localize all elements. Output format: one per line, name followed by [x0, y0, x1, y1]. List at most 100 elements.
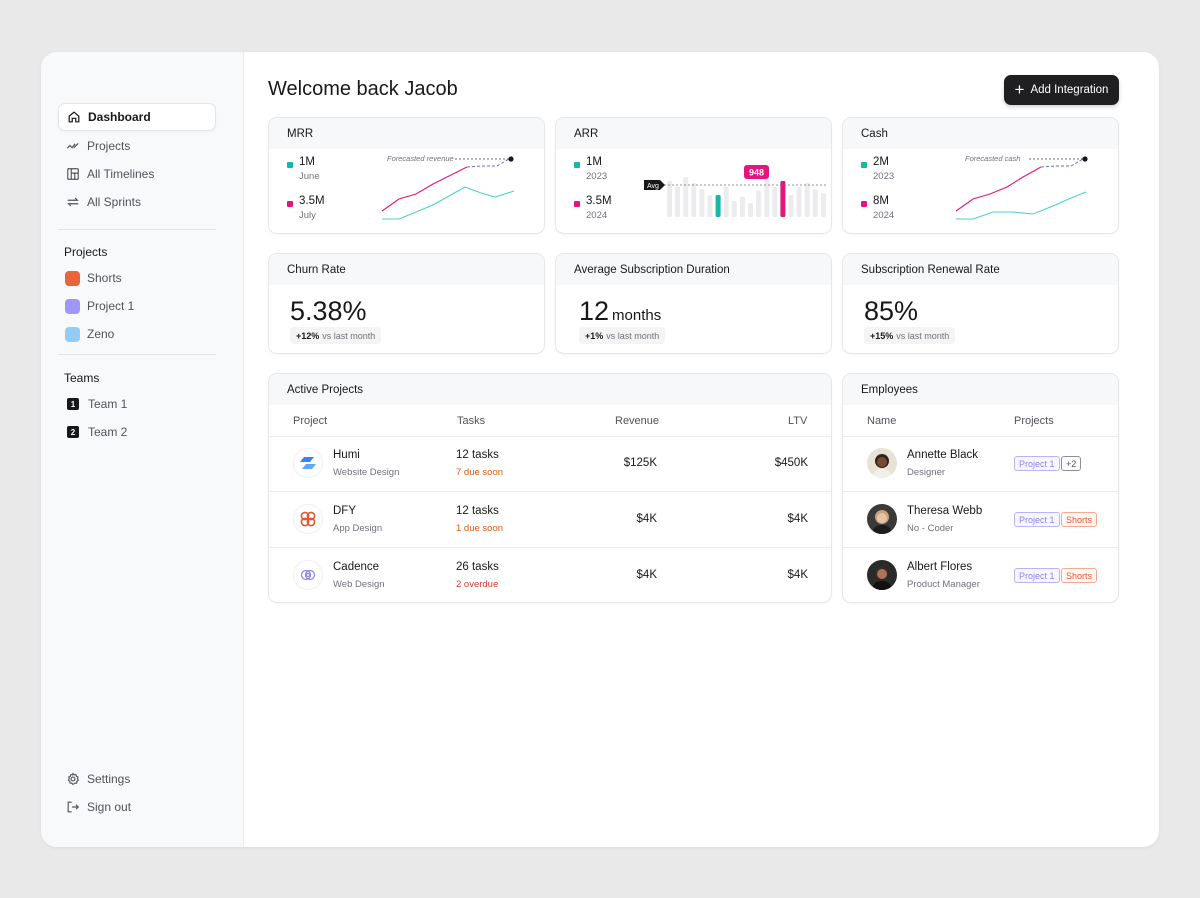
renewal-rate-card: Subscription Renewal Rate 85% +15% vs la… [842, 253, 1119, 354]
arr-bar [731, 201, 737, 217]
mrr-sparkline: Forecasted revenue [381, 154, 515, 220]
mrr-card: MRR 1M June 3.5M July Forecasted revenue [268, 117, 545, 234]
sidebar-item-label: Project 1 [87, 299, 135, 313]
employee-name: Theresa Webb [907, 505, 983, 517]
sidebar-item-all-timelines[interactable]: All Timelines [58, 160, 216, 188]
add-integration-button[interactable]: + Add Integration [1004, 75, 1119, 105]
legend-dot-pink [861, 201, 867, 207]
arr-bar [748, 203, 753, 217]
churn-rate-card: Churn Rate 5.38% +12% vs last month [268, 253, 545, 354]
sidebar-item-team-1[interactable]: 1 Team 1 [58, 390, 216, 418]
card-title: Cash [843, 118, 1118, 149]
arr-bar [675, 187, 681, 217]
arr-bar [812, 189, 818, 217]
highlight-badge [744, 165, 769, 179]
duration-unit: months [612, 307, 662, 324]
forecast-series-line [466, 158, 510, 168]
cash-card: Cash 2M 2023 8M 2024 Forecasted cash [842, 117, 1119, 234]
project-tag[interactable]: Shorts [1061, 568, 1098, 583]
arr-bar [683, 177, 689, 217]
delta-value: +1% [585, 330, 604, 341]
card-title: Employees [843, 374, 1118, 405]
settings-button[interactable]: Settings [58, 765, 216, 793]
trend-icon [65, 139, 80, 154]
highlight-value: 948 [749, 168, 764, 178]
revenue-value: $4K [636, 569, 657, 581]
teal-series-line [956, 191, 1087, 220]
delta-value: +15% [870, 330, 894, 341]
project-tag[interactable]: Shorts [1061, 512, 1098, 527]
revenue-value: $125K [623, 457, 657, 469]
arr-bar-chart: Avg 948 [644, 165, 828, 217]
metric-period: 2024 [586, 210, 608, 221]
employees-card: Employees Name Projects Annette Black De… [842, 373, 1119, 603]
project-color-swatch [65, 298, 80, 314]
home-icon [66, 110, 81, 125]
ltv-value: $4K [787, 513, 808, 525]
arr-bar [723, 187, 729, 217]
project-color-swatch [65, 270, 80, 286]
sprint-icon [65, 195, 80, 210]
avg-label: Avg [647, 183, 659, 190]
ltv-value: $4K [787, 569, 808, 581]
project-tag[interactable]: Project 1 [1014, 456, 1060, 471]
duration-value: 12 [579, 296, 610, 326]
forecast-point [1082, 156, 1088, 162]
sidebar-divider [58, 354, 216, 355]
arr-card: ARR 1M 2023 3.5M 2024 Avg 948 [555, 117, 832, 234]
sidebar-item-all-sprints[interactable]: All Sprints [58, 188, 216, 216]
arr-bar [739, 197, 745, 217]
sidebar-item-shorts[interactable]: Shorts [58, 264, 216, 292]
sidebar-item-projects[interactable]: Projects [58, 132, 216, 160]
sidebar: Dashboard Projects All Timelines All Spr… [41, 52, 244, 847]
sidebar-item-team-2[interactable]: 2 Team 2 [58, 418, 216, 446]
column-header-name: Name [867, 415, 897, 427]
column-header-revenue: Revenue [615, 415, 660, 427]
metric-period: June [299, 171, 320, 182]
gear-icon [65, 772, 80, 787]
sidebar-item-label: Projects [87, 139, 131, 153]
active-projects-card: Active Projects Project Tasks Revenue LT… [268, 373, 832, 603]
pink-series-line [381, 166, 468, 212]
metric-value: 3.5M [299, 195, 325, 207]
add-integration-label: Add Integration [1030, 84, 1109, 96]
sign-out-label: Sign out [87, 800, 132, 814]
team-badge: 2 [67, 426, 79, 438]
delta-badge: +15% vs last month [864, 327, 956, 344]
metric-period: 2024 [873, 210, 895, 221]
sidebar-item-label: All Sprints [87, 195, 142, 209]
settings-label: Settings [87, 772, 131, 786]
row-divider [843, 436, 1118, 437]
metric-value: 1M [586, 156, 602, 168]
sidebar-item-label: All Timelines [87, 167, 155, 181]
task-status: 7 due soon [456, 467, 504, 478]
column-header-projects: Projects [1014, 415, 1054, 427]
metric-value: 3.5M [586, 195, 612, 207]
delta-badge: +1% vs last month [579, 327, 666, 344]
arr-bar [691, 183, 697, 217]
arr-bar [699, 189, 705, 217]
avg-marker [644, 180, 665, 190]
legend-dot-pink [287, 201, 293, 207]
project-tag[interactable]: Project 1 [1014, 568, 1060, 583]
forecast-label: Forecasted cash [965, 154, 1020, 163]
delta-badge: +12% vs last month [290, 327, 382, 344]
renewal-value: 85% [864, 296, 919, 326]
sign-out-button[interactable]: Sign out [58, 793, 216, 821]
task-count: 12 tasks [456, 505, 499, 517]
project-type: Web Design [333, 579, 385, 590]
column-header-ltv: LTV [788, 415, 808, 427]
metric-value: 2M [873, 156, 889, 168]
pink-series-line [955, 166, 1042, 212]
more-tags-badge[interactable]: +2 [1061, 456, 1082, 471]
duration-value-wrap: 12 months [579, 296, 661, 327]
sidebar-item-zeno[interactable]: Zeno [58, 320, 216, 348]
row-divider [269, 436, 831, 437]
avatar [867, 560, 897, 590]
project-tag[interactable]: Project 1 [1014, 512, 1060, 527]
card-title: Average Subscription Duration [556, 254, 831, 285]
sidebar-item-project-1[interactable]: Project 1 [58, 292, 216, 320]
metric-value: 1M [299, 156, 315, 168]
sidebar-item-dashboard[interactable]: Dashboard [58, 103, 216, 131]
revenue-value: $4K [636, 513, 657, 525]
